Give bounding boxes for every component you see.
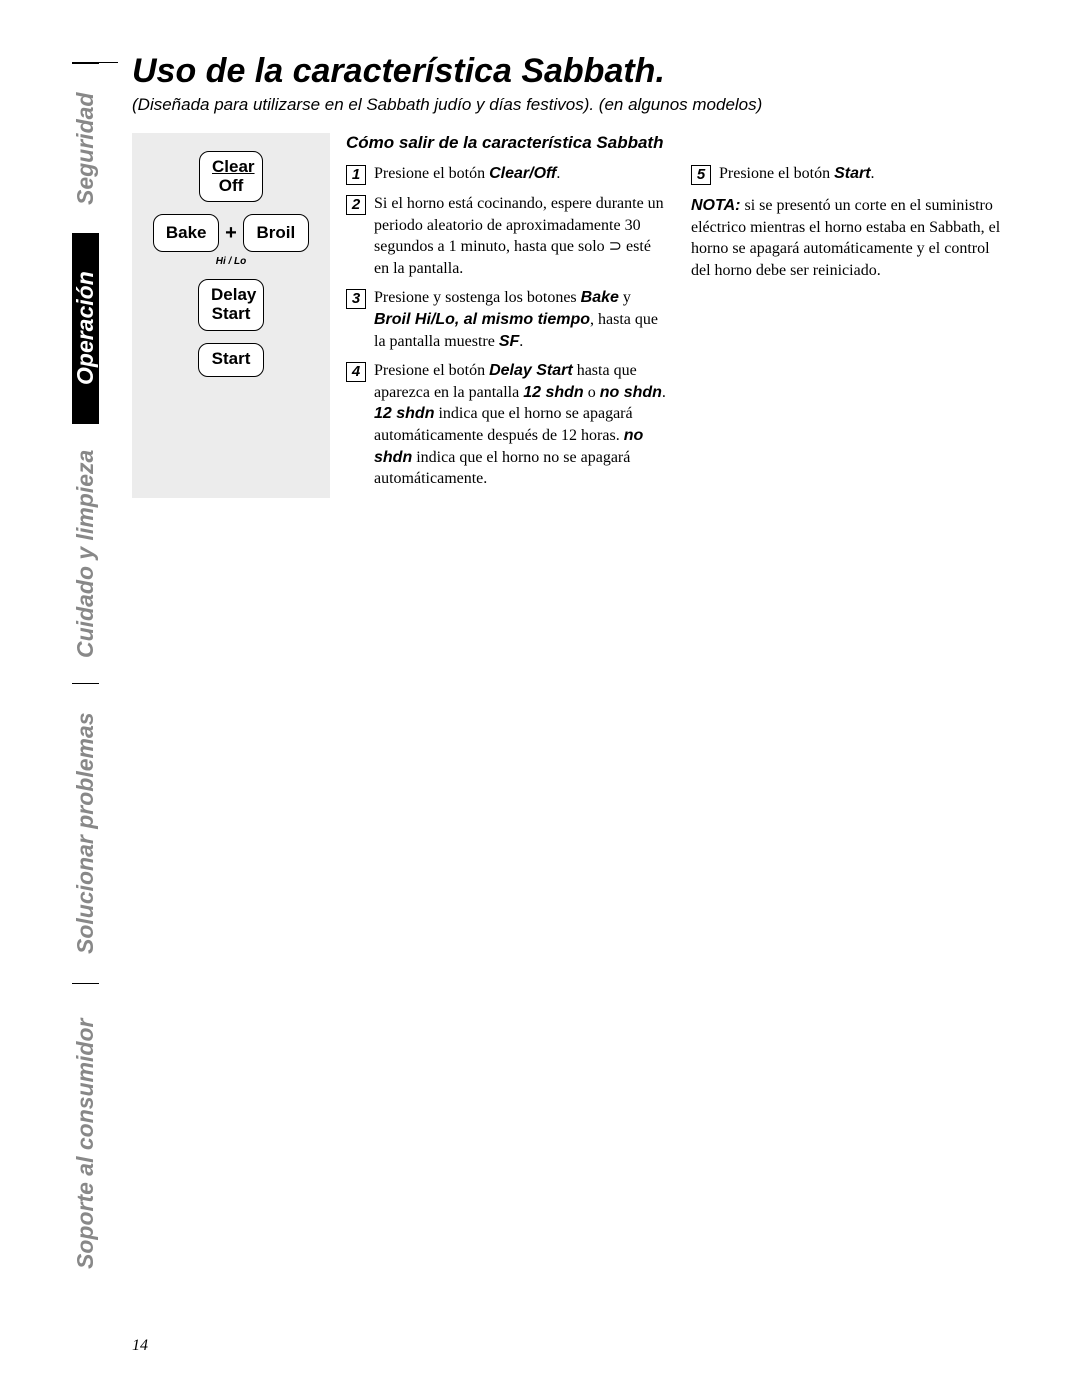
instruction-step: 1 Presione el botón Clear/Off. xyxy=(346,163,667,185)
step-text: Si el horno está cocinando, espere duran… xyxy=(374,193,667,279)
off-label: Off xyxy=(219,176,244,195)
step-text: Presione el botón Delay Start hasta que … xyxy=(374,360,667,490)
sidebar-tab: Operación xyxy=(72,233,99,423)
delay-start-button: DelayStart xyxy=(198,279,264,330)
step-text: Presione el botón Start. xyxy=(719,163,875,185)
page-subtitle: (Diseñada para utilizarse en el Sabbath … xyxy=(132,95,1012,115)
step-number: 4 xyxy=(346,362,366,382)
steps-col-right: 5 Presione el botón Start. NOTA: si se pre… xyxy=(691,163,1012,498)
page-number: 14 xyxy=(132,1337,148,1355)
instruction-step: 3 Presione y sostenga los botones Bake y … xyxy=(346,287,667,352)
step-number: 5 xyxy=(691,165,711,185)
broil-button: Broil xyxy=(243,214,309,252)
clear-off-button: Clear Off xyxy=(199,151,263,202)
start-button: Start xyxy=(198,343,264,377)
section-heading: Cómo salir de la característica Sabbath xyxy=(346,133,1012,153)
sidebar-tabs: SeguridadOperaciónCuidado y limpiezaSolu… xyxy=(72,62,118,1342)
sidebar-tab: Soporte al consumidor xyxy=(72,983,99,1303)
sidebar-tab: Cuidado y limpieza xyxy=(72,423,99,683)
instruction-step: 5 Presione el botón Start. xyxy=(691,163,1012,185)
note-text: NOTA: si se presentó un corte en el sumi… xyxy=(691,195,1012,281)
instruction-step: 2 Si el horno está cocinando, espere dura… xyxy=(346,193,667,279)
instructions: Cómo salir de la característica Sabbath … xyxy=(346,133,1012,498)
step-number: 2 xyxy=(346,195,366,215)
step-number: 1 xyxy=(346,165,366,185)
instruction-step: 4 Presione el botón Delay Start hasta que… xyxy=(346,360,667,490)
clear-label: Clear xyxy=(212,158,250,177)
sidebar-tab: Seguridad xyxy=(72,63,99,233)
sidebar-tab: Solucionar problemas xyxy=(72,683,99,983)
plus-icon: + xyxy=(225,222,237,245)
steps-col-left: 1 Presione el botón Clear/Off. 2 Si el horn… xyxy=(346,163,667,498)
step-text: Presione y sostenga los botones Bake y B… xyxy=(374,287,667,352)
hilo-label: Hi / Lo xyxy=(216,256,247,267)
step-number: 3 xyxy=(346,289,366,309)
page-title: Uso de la característica Sabbath. xyxy=(132,52,1012,91)
bake-button: Bake xyxy=(153,214,219,252)
main-content: Uso de la característica Sabbath. (Diseñ… xyxy=(132,52,1012,498)
step-text: Presione el botón Clear/Off. xyxy=(374,163,560,185)
control-diagram: Clear Off Bake + Broil Hi / Lo DelayStar… xyxy=(132,133,330,498)
